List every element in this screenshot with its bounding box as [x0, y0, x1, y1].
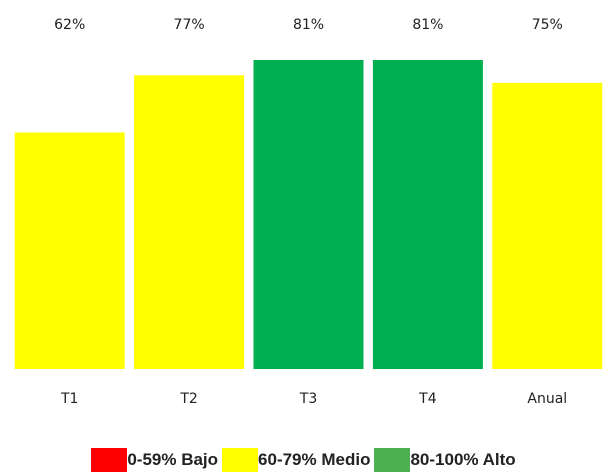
legend-item-medio: 60-79% Medio: [222, 448, 370, 472]
category-label-anual: Anual: [527, 391, 567, 407]
legend-swatch-bajo: [91, 448, 128, 472]
bar-t1: [14, 132, 125, 369]
category-label-t2: T2: [179, 391, 197, 407]
bar-anual: [492, 82, 603, 369]
legend-item-alto: 80-100% Alto: [374, 448, 516, 472]
category-label-t3: T3: [299, 391, 317, 407]
value-label-t2: 77%: [174, 17, 205, 33]
value-label-t4: 81%: [412, 17, 443, 33]
legend-item-bajo: 0-59% Bajo: [91, 448, 218, 472]
value-label-t3: 81%: [293, 17, 324, 33]
bar-chart: 62% 77% 81% 81% 75% T1 T2 T3 T4 Anual: [14, 17, 603, 407]
bar-t2: [134, 75, 245, 369]
category-labels-group: T1 T2 T3 T4 Anual: [60, 391, 567, 407]
value-labels-group: 62% 77% 81% 81% 75%: [54, 17, 563, 33]
value-label-anual: 75%: [532, 17, 563, 33]
legend: 0-59% Bajo 60-79% Medio 80-100% Alto: [0, 448, 607, 472]
legend-swatch-medio: [222, 448, 259, 472]
legend-swatch-alto: [374, 448, 411, 472]
value-label-t1: 62%: [54, 17, 85, 33]
legend-label-bajo: 0-59% Bajo: [127, 450, 219, 469]
bar-t4: [372, 60, 483, 369]
category-label-t4: T4: [418, 391, 437, 407]
legend-label-medio: 60-79% Medio: [258, 450, 371, 469]
legend-label-alto: 80-100% Alto: [410, 450, 516, 469]
bars-group: [14, 60, 603, 369]
category-label-t1: T1: [60, 391, 78, 407]
bar-t3: [253, 60, 364, 369]
